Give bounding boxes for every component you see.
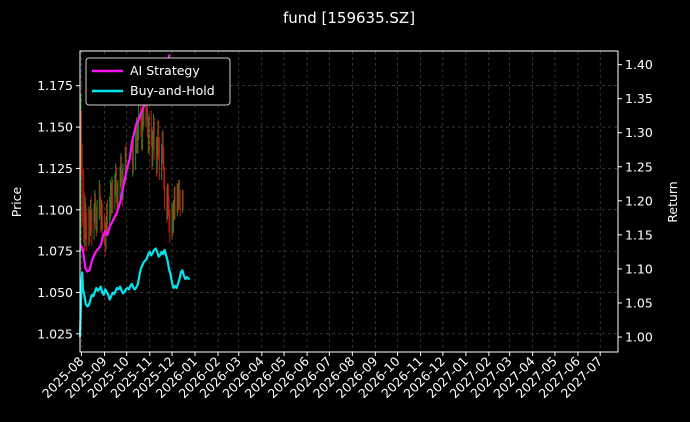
right-tick-label: 1.40: [625, 57, 653, 72]
right-tick-label: 1.05: [625, 295, 653, 310]
left-tick-label: 1.175: [37, 78, 73, 93]
legend-label-buy-and-hold: Buy-and-Hold: [130, 83, 215, 98]
left-tick-label: 1.125: [37, 161, 73, 176]
chart-title: fund [159635.SZ]: [283, 9, 415, 27]
right-tick-label: 1.30: [625, 125, 653, 140]
left-tick-label: 1.025: [37, 326, 73, 341]
y-axis-label-right: Return: [665, 181, 680, 222]
right-tick-label: 1.20: [625, 193, 653, 208]
right-tick-label: 1.15: [625, 227, 653, 242]
right-tick-label: 1.25: [625, 159, 653, 174]
right-axis: 1.00 1.05 1.10 1.15 1.20 1.25 1.30 1.35 1.40: [618, 57, 653, 345]
left-tick-label: 1.075: [37, 244, 73, 259]
series-line-buy-and-hold: [78, 247, 191, 338]
plot-frame: [79, 50, 619, 353]
right-tick-label: 1.10: [625, 261, 653, 276]
y-axis-label-left: Price: [9, 186, 24, 217]
left-tick-label: 1.050: [37, 285, 73, 300]
candles: [79, 84, 184, 343]
left-axis: 1.025 1.050 1.075 1.100 1.125 1.150 1.175: [37, 78, 80, 341]
left-tick-label: 1.100: [37, 202, 73, 217]
legend: AI Strategy Buy-and-Hold: [85, 57, 231, 106]
legend-label-ai-strategy: AI Strategy: [130, 63, 200, 78]
right-tick-label: 1.35: [625, 91, 653, 106]
left-tick-label: 1.150: [37, 120, 73, 135]
right-tick-label: 1.00: [625, 330, 653, 345]
